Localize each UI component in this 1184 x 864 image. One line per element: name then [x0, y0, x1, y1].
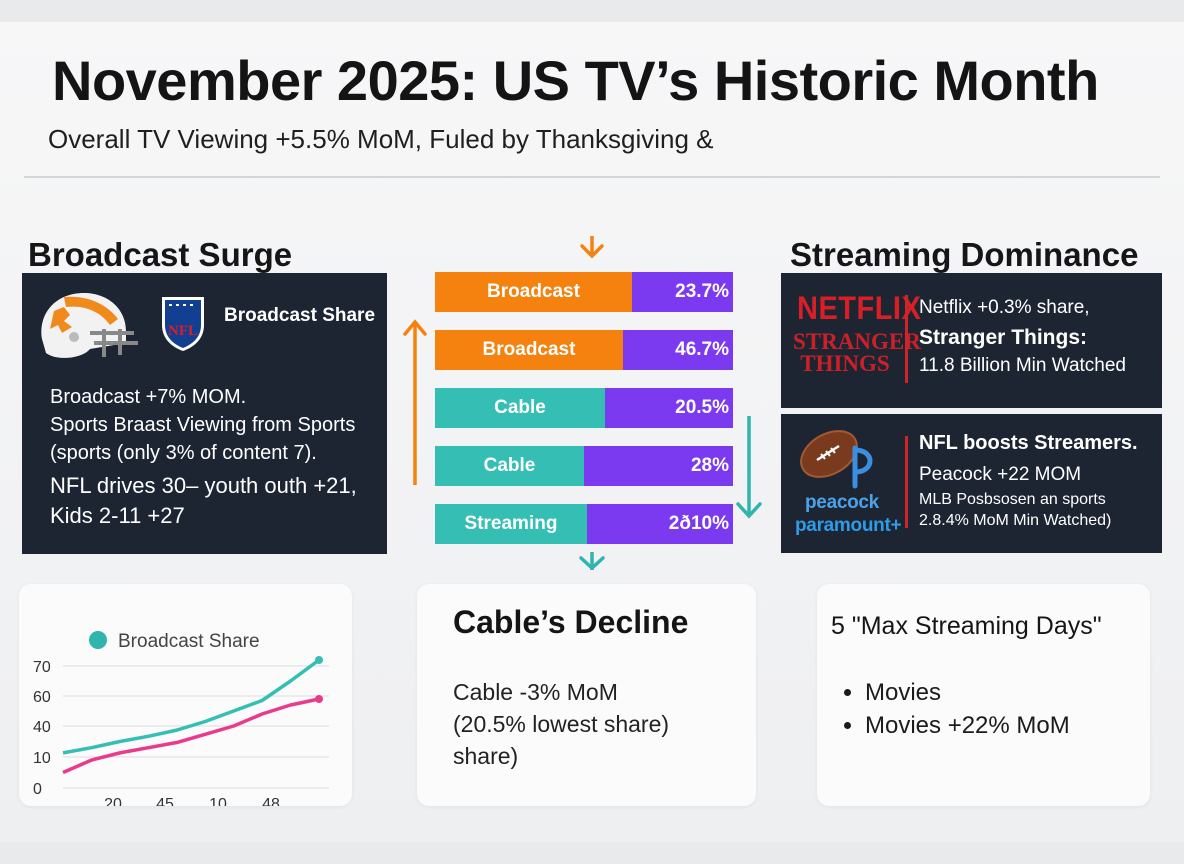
- bar-category-label: Broadcast: [482, 339, 576, 360]
- bar-chart-arrows: [403, 236, 762, 570]
- panel-divider: [905, 295, 908, 383]
- broadcast-line: Broadcast +7% MOM.: [50, 386, 247, 408]
- x-tick-label: 48: [262, 796, 280, 806]
- netflix-panel: NETFLIX STRANGER THINGS Netflix +0.3% sh…: [781, 273, 1162, 408]
- bar-row: Broadcast 23.7%: [435, 272, 733, 312]
- series-line: [62, 697, 320, 775]
- bar-category-label: Streaming: [464, 513, 558, 534]
- peacock-growth-text: Peacock +22 MOM: [919, 464, 1082, 485]
- bar-segment-share: [605, 388, 733, 428]
- bar-row: Cable 20.5%: [435, 388, 733, 428]
- mom-min-watched-text: 2.8.4% MoM Min Watched): [919, 512, 1112, 529]
- bar-segment-category: [435, 504, 587, 544]
- header-divider: [24, 176, 1160, 178]
- cable-details: Cable -3% MoM (20.5% lowest share) share…: [453, 676, 669, 772]
- broadcast-share-line-chart: Broadcast Share 0 10 40 60 70 20 45 10 48: [33, 631, 329, 813]
- bar-segment-category: [435, 330, 623, 370]
- arrow-down-right-icon: [736, 416, 762, 519]
- nfl-logo-text: NFL: [168, 323, 198, 339]
- bar-category-label: Broadcast: [487, 281, 580, 302]
- broadcast-details: Broadcast +7% MOM. Sports Braast Viewing…: [50, 383, 357, 531]
- arrow-up-left-icon: [403, 319, 427, 485]
- broadcast-line: NFL drives 30– youth outh +21,: [50, 473, 357, 498]
- bar-segment-category: [435, 446, 584, 486]
- series-line: [62, 658, 321, 755]
- cable-heading: Cable’s Decline: [453, 604, 689, 640]
- broadcast-line: Sports Braast Viewing from Sports: [50, 414, 356, 436]
- panel-divider: [905, 436, 908, 528]
- x-tick-label: 20: [104, 796, 122, 806]
- page-title: November 2025: US TV’s Historic Month: [52, 49, 1099, 112]
- bar-row: Cable 28%: [435, 446, 733, 486]
- y-tick-label: 70: [33, 659, 51, 676]
- football-icon: [800, 430, 858, 478]
- x-tick-label: 45: [156, 796, 174, 806]
- netflix-share-text: Netflix +0.3% share,: [919, 297, 1090, 318]
- nfl-boosts-text: NFL boosts Streamers.: [919, 432, 1138, 454]
- nfl-shield-icon: NFL: [162, 297, 204, 351]
- share-bar-chart: Broadcast 23.7% Broadcast 46.7% Cable 20.5% Ca…: [390, 210, 782, 570]
- stranger-things-logo: STRANGER THINGS: [793, 329, 921, 376]
- broadcast-share-line-chart-card: Broadcast Share 0 10 40 60 70 20 45 10 48: [19, 584, 352, 813]
- broadcast-panel: NFL Broadcast Share Broadcast +7% MOM. S…: [22, 273, 387, 554]
- legend-label: Broadcast Share: [118, 631, 260, 652]
- arrow-down-bottom-icon: [579, 552, 605, 570]
- bar-category-label: Cable: [494, 397, 546, 418]
- minutes-watched-text: 11.8 Billion Min Watched: [919, 355, 1126, 376]
- series-endpoint: [315, 695, 323, 703]
- legend-marker: [89, 631, 107, 649]
- broadcast-line: (sports (only 3% of content 7).: [50, 442, 317, 464]
- list-item: Movies +22% MoM: [865, 709, 1070, 742]
- cable-line: Cable -3% MoM: [453, 679, 618, 705]
- peacock-logo: peacock: [805, 492, 879, 513]
- max-streaming-heading: 5 "Max Streaming Days": [831, 612, 1102, 640]
- cable-line: share): [453, 743, 519, 769]
- football-helmet-icon: [41, 293, 138, 358]
- broadcast-line: Kids 2-11 +27: [50, 503, 185, 528]
- series-endpoint: [315, 656, 323, 664]
- stranger-things-text: Stranger Things:: [919, 326, 1088, 349]
- max-streaming-days-card: 5 "Max Streaming Days" Movies Movies +22…: [817, 584, 1150, 806]
- bar-row: Streaming 2ð10%: [435, 504, 733, 544]
- mlb-text: MLB Posbsosen an sports: [919, 491, 1106, 508]
- bar-segment-share: [623, 330, 733, 370]
- y-tick-label: 40: [33, 719, 51, 736]
- y-tick-label: 0: [33, 781, 42, 798]
- list-item: Movies: [865, 676, 1070, 709]
- bar-value-label: 28%: [690, 455, 729, 476]
- paramount-p-icon: [852, 445, 873, 489]
- streaming-heading: Streaming Dominance: [790, 236, 1139, 273]
- stranger-things-logo-line: THINGS: [800, 351, 890, 376]
- bar-segment-category: [435, 272, 632, 312]
- bar-category-label: Cable: [483, 455, 536, 476]
- arrow-down-top-icon: [580, 236, 604, 259]
- stranger-things-logo-line: STRANGER: [793, 329, 921, 354]
- bar-value-label: 20.5%: [675, 397, 729, 418]
- broadcast-heading: Broadcast Surge: [28, 236, 293, 273]
- cable-line: (20.5% lowest share): [453, 711, 670, 737]
- y-tick-label: 10: [33, 750, 51, 767]
- bar-segment-category: [435, 388, 605, 428]
- bar-segment-share: [587, 504, 733, 544]
- broadcast-share-label: Broadcast Share: [224, 305, 376, 326]
- max-streaming-list: Movies Movies +22% MoM: [825, 676, 1070, 742]
- netflix-logo: NETFLIX: [797, 291, 922, 327]
- page-subtitle: Overall TV Viewing +5.5% MoM, Fuled by T…: [48, 124, 714, 154]
- bar-value-label: 23.7%: [675, 281, 729, 302]
- bar-value-label: 2ð10%: [668, 513, 729, 534]
- bar-row: Broadcast 46.7%: [435, 330, 733, 370]
- y-tick-label: 60: [33, 689, 51, 706]
- nfl-streamers-panel: peacock paramount+ NFL boosts Streamers.…: [781, 414, 1162, 553]
- bar-segment-share: [632, 272, 733, 312]
- paramount-logo: paramount+: [795, 515, 902, 536]
- bar-value-label: 46.7%: [675, 339, 729, 360]
- x-tick-label: 10: [209, 796, 227, 806]
- cable-decline-card: Cable’s Decline Cable -3% MoM (20.5% low…: [417, 584, 756, 806]
- bar-segment-share: [584, 446, 733, 486]
